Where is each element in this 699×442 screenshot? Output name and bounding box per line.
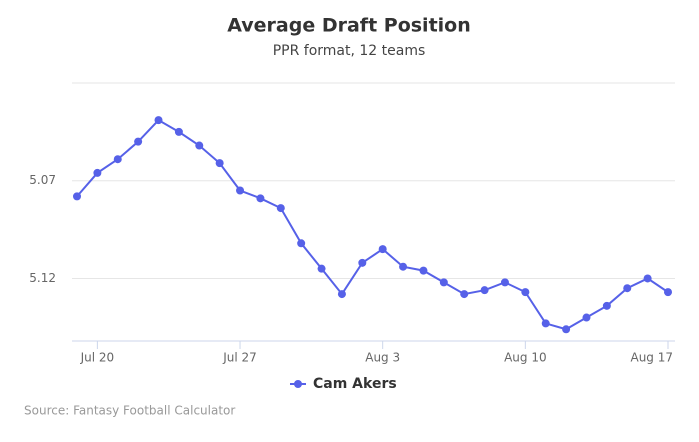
data-point bbox=[664, 288, 672, 297]
x-tick-label: Aug 10 bbox=[504, 351, 547, 365]
source: Source: Fantasy Football Calculator bbox=[24, 404, 235, 418]
data-point bbox=[73, 192, 81, 201]
data-point bbox=[113, 155, 122, 164]
legend-marker bbox=[294, 380, 302, 388]
data-point bbox=[439, 278, 448, 287]
data-point bbox=[276, 204, 285, 213]
data-point bbox=[582, 313, 591, 322]
chart-subtitle: PPR format, 12 teams bbox=[273, 43, 426, 59]
data-point bbox=[399, 262, 408, 271]
data-point bbox=[643, 274, 652, 283]
data-point bbox=[500, 278, 509, 287]
data-point bbox=[602, 301, 611, 310]
data-point bbox=[134, 137, 143, 146]
data-point bbox=[215, 159, 224, 168]
data-point bbox=[460, 290, 469, 299]
data-point bbox=[541, 319, 550, 328]
x-tick-label: Jul 27 bbox=[222, 351, 257, 365]
y-tick-label: 5.07 bbox=[29, 173, 56, 187]
data-point bbox=[480, 286, 489, 295]
y-tick-label: 5.12 bbox=[29, 271, 56, 285]
data-point bbox=[236, 186, 245, 195]
legend-label: Cam Akers bbox=[313, 376, 397, 392]
data-point bbox=[358, 258, 367, 267]
data-point bbox=[337, 290, 346, 299]
data-point bbox=[297, 239, 306, 248]
data-point bbox=[154, 116, 163, 125]
data-point bbox=[93, 168, 102, 177]
x-tick-label: Aug 17 bbox=[630, 351, 673, 365]
data-point bbox=[317, 264, 326, 273]
data-point bbox=[195, 141, 204, 150]
series-line bbox=[76, 118, 669, 331]
chart-title: Average Draft Position bbox=[227, 15, 471, 37]
data-point bbox=[419, 266, 428, 275]
data-point bbox=[174, 127, 183, 136]
data-point bbox=[623, 284, 632, 293]
data-point bbox=[562, 325, 571, 334]
data-point bbox=[256, 194, 265, 203]
x-tick-label: Jul 20 bbox=[80, 351, 115, 365]
x-tick-label: Aug 3 bbox=[365, 351, 400, 365]
data-point bbox=[378, 245, 387, 254]
data-point bbox=[521, 288, 530, 297]
